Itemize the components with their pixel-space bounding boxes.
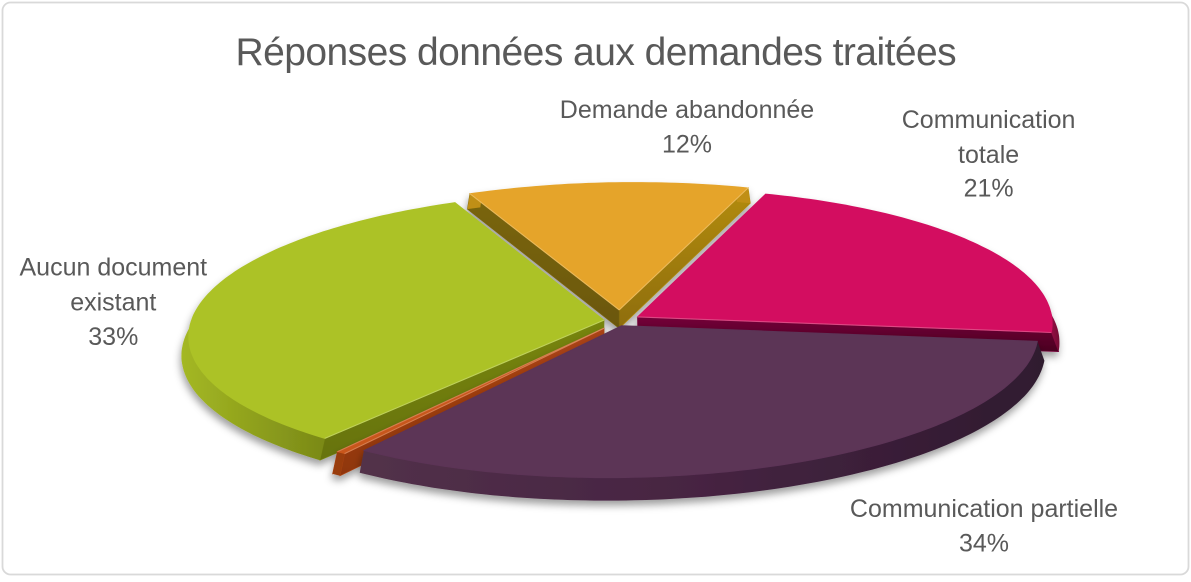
svg-text:Réponses données aux demandes: Réponses données aux demandes traitées <box>235 31 956 74</box>
svg-text:totale: totale <box>958 141 1019 169</box>
svg-text:Communication partielle: Communication partielle <box>850 495 1118 523</box>
svg-text:33%: 33% <box>88 323 138 351</box>
svg-text:12%: 12% <box>662 131 712 159</box>
svg-text:21%: 21% <box>964 175 1014 203</box>
svg-text:Aucun document: Aucun document <box>19 253 207 281</box>
svg-text:Communication: Communication <box>902 106 1076 134</box>
svg-text:existant: existant <box>70 289 156 317</box>
svg-text:Demande abandonnée: Demande abandonnée <box>560 96 814 124</box>
svg-text:34%: 34% <box>959 529 1009 557</box>
